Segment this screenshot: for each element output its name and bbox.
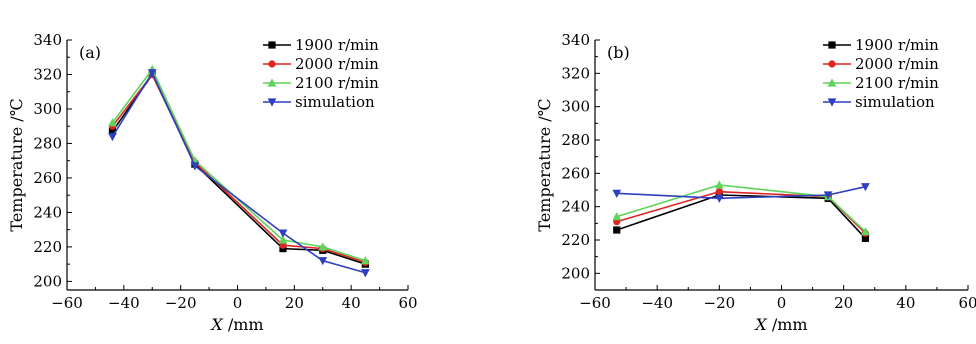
x-tick-label: 20 xyxy=(285,294,304,312)
x-tick-label: 60 xyxy=(958,294,976,312)
panel-a: −60 −40 −20 0 20 40 60 200 220 240 260 280 300 320 340… xyxy=(7,31,418,334)
x-tick-label: 0 xyxy=(233,294,243,312)
data-point-3 xyxy=(190,162,200,171)
data-point-2 xyxy=(360,256,370,265)
y-tick-label: 300 xyxy=(561,98,590,116)
series-line-3 xyxy=(616,185,866,200)
legend-marker-0 xyxy=(828,41,836,49)
panel-label: (b) xyxy=(607,43,630,62)
series-line-2 xyxy=(616,184,866,233)
x-axis-label-unit: /mm xyxy=(223,315,264,334)
data-point-2 xyxy=(278,235,288,244)
series-line-3 xyxy=(111,71,366,274)
y-tick-label: 240 xyxy=(561,198,590,216)
y-tick-label: 220 xyxy=(561,231,590,249)
x-tick-label: −40 xyxy=(108,294,140,312)
data-point-0 xyxy=(108,127,117,135)
legend-label-2: 2100 r/min xyxy=(855,74,939,92)
y-tick-label: 280 xyxy=(561,131,590,149)
x-tick-label: 40 xyxy=(896,294,915,312)
data-point-0 xyxy=(613,226,621,234)
x-axis-label-variable: X xyxy=(209,315,223,334)
x-axis-label-unit: /mm xyxy=(767,315,808,334)
y-tick-label: 300 xyxy=(33,100,62,118)
y-tick-label: 340 xyxy=(561,31,590,49)
y-tick-label: 320 xyxy=(33,65,62,83)
legend-label-0: 1900 r/min xyxy=(855,36,939,54)
legend-label-3: simulation xyxy=(295,93,375,111)
x-tick-label: 20 xyxy=(834,294,853,312)
x-axis-label: X /mm xyxy=(753,315,807,334)
data-point-2 xyxy=(612,212,622,221)
y-tick-label: 200 xyxy=(561,264,590,282)
legend-marker-1 xyxy=(828,60,836,68)
x-tick-label: −60 xyxy=(51,294,83,312)
data-point-1 xyxy=(715,188,723,196)
data-point-3 xyxy=(147,69,157,78)
x-tick-label: 0 xyxy=(777,294,787,312)
y-tick-label: 220 xyxy=(33,238,62,256)
data-point-3 xyxy=(714,194,724,203)
y-tick-label: 340 xyxy=(33,31,62,49)
data-point-3 xyxy=(318,257,328,266)
legend-marker-3 xyxy=(267,98,277,107)
y-tick-label: 200 xyxy=(33,272,62,290)
legend-marker-2 xyxy=(267,78,277,87)
legend-label-3: simulation xyxy=(855,93,935,111)
data-point-2 xyxy=(714,180,724,189)
x-tick-label: −20 xyxy=(165,294,197,312)
data-point-2 xyxy=(318,242,328,251)
data-point-2 xyxy=(108,118,117,127)
y-axis-label: Temperature /℃ xyxy=(7,98,26,231)
y-tick-label: 260 xyxy=(33,169,62,187)
data-point-3 xyxy=(861,183,870,192)
data-point-3 xyxy=(108,132,117,142)
x-axis-label-variable: X xyxy=(753,315,767,334)
legend-label-1: 2000 r/min xyxy=(295,55,379,73)
legend-label-1: 2000 r/min xyxy=(855,55,939,73)
y-tick-label: 240 xyxy=(33,203,62,221)
data-point-3 xyxy=(612,189,622,198)
x-tick-label: −60 xyxy=(579,294,611,312)
data-point-3 xyxy=(823,191,833,200)
data-point-3 xyxy=(278,229,288,238)
legend-label-2: 2100 r/min xyxy=(295,74,379,92)
data-point-0 xyxy=(861,234,870,242)
legend-marker-0 xyxy=(268,41,276,49)
x-tick-label: −20 xyxy=(704,294,736,312)
panel-b: −60 −40 −20 0 20 40 60 200 220 240 260 280 300 320 340… xyxy=(535,31,976,334)
x-axis-label: X /mm xyxy=(209,315,263,334)
x-tick-label: −40 xyxy=(641,294,673,312)
legend-label-0: 1900 r/min xyxy=(295,36,379,54)
legend-marker-1 xyxy=(268,60,276,68)
legend-marker-3 xyxy=(827,98,837,107)
y-tick-label: 320 xyxy=(561,64,590,82)
y-tick-label: 260 xyxy=(561,164,590,182)
y-axis-label: Temperature /℃ xyxy=(535,98,554,231)
y-tick-label: 280 xyxy=(33,134,62,152)
data-point-3 xyxy=(360,269,370,278)
panel-label: (a) xyxy=(79,43,101,62)
x-tick-label: 40 xyxy=(342,294,361,312)
data-point-2 xyxy=(861,227,870,236)
x-tick-label: 60 xyxy=(398,294,417,312)
legend-marker-2 xyxy=(827,78,837,87)
